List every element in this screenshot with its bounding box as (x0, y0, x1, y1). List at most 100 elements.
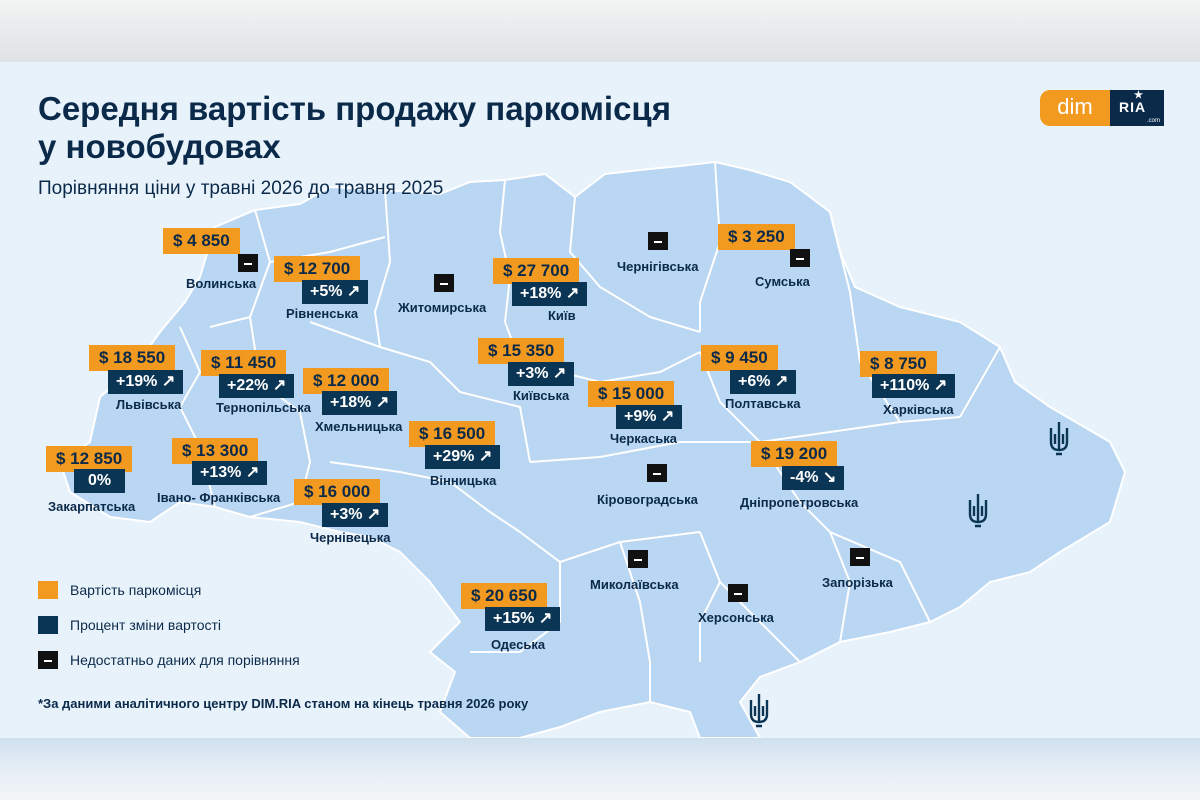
arrow-up-right-icon: ↗ (245, 464, 260, 481)
no-data-marker (238, 254, 258, 272)
change-label: +18% ↗ (322, 391, 398, 415)
change-label: +9% ↗ (616, 405, 683, 429)
change-value: +9% (624, 408, 657, 425)
legend-price: Вартість паркомісця (38, 580, 201, 600)
change-label: +5% ↗ (302, 280, 369, 304)
price-label: $ 16 000 (294, 479, 381, 505)
trident-icon (1047, 420, 1071, 461)
top-blur-band (0, 0, 1200, 62)
change-label: +3% ↗ (322, 503, 389, 527)
price-label: $ 16 500 (409, 421, 496, 447)
region-ivanofrankivska: $ 13 300 (172, 438, 259, 464)
no-data-marker (790, 249, 810, 267)
no-data-marker (434, 274, 454, 292)
trident-icon (747, 692, 771, 733)
dim-ria-logo: dim ★ RIA .com (1040, 90, 1164, 126)
bottom-blur-band (0, 738, 1200, 800)
change-value: +3% (330, 506, 363, 523)
region-zakarpatska: $ 12 850 (46, 446, 133, 472)
arrow-up-right-icon: ↗ (478, 448, 493, 465)
region-name: Сумська (755, 274, 810, 289)
no-data-marker (850, 548, 870, 566)
region-kyivska: $ 15 350 (478, 338, 565, 364)
price-label: $ 4 850 (163, 228, 240, 254)
region-name: Вінницька (430, 473, 497, 488)
region-chernivetska: $ 16 000 (294, 479, 381, 505)
region-name: Житомирська (398, 300, 487, 315)
region-name: Львівська (116, 397, 182, 412)
footnote: *За даними аналітичного центру DIM.RIA с… (38, 696, 529, 711)
region-name: Миколаївська (590, 577, 679, 592)
arrow-up-right-icon: ↗ (272, 377, 287, 394)
legend-label: Вартість паркомісця (70, 582, 202, 598)
no-data-marker (647, 464, 667, 482)
legend-change: Процент зміни вартості (38, 615, 221, 635)
arrow-up-right-icon: ↗ (660, 408, 675, 425)
region-name: Черкаська (610, 431, 677, 446)
price-label: $ 12 000 (303, 368, 390, 394)
arrow-up-right-icon: ↗ (565, 285, 580, 302)
no-data-marker (728, 584, 748, 602)
region-name: Дніпропетровська (740, 495, 859, 510)
logo-ria: ★ RIA .com (1110, 90, 1164, 126)
region-name: Харківська (883, 402, 954, 417)
legend-nodata: Недостатньо даних для порівняння (38, 650, 300, 670)
logo-dim: dim (1040, 90, 1110, 126)
region-poltavska: $ 9 450 (701, 345, 778, 371)
legend-swatch-navy (38, 616, 58, 634)
page-subtitle: Порівняння ціни у травні 2026 до травня … (38, 178, 444, 199)
change-value: +18% (520, 285, 562, 302)
region-name: Тернопільська (216, 400, 311, 415)
region-volynska: $ 4 850 (163, 228, 240, 254)
region-lvivska: $ 18 550 (89, 345, 176, 371)
change-label: +29% ↗ (425, 445, 501, 469)
price-label: $ 12 850 (46, 446, 133, 472)
change-label: -4% ↘ (782, 466, 845, 490)
region-sumska: $ 3 250 (718, 224, 795, 250)
change-label: +13% ↗ (192, 461, 268, 485)
legend-label: Процент зміни вартості (70, 617, 222, 633)
logo-ria-com: .com (1146, 118, 1160, 124)
region-kyiv: $ 27 700 (493, 258, 580, 284)
change-value: +5% (310, 283, 343, 300)
change-value: +3% (516, 365, 549, 382)
change-value: 0% (88, 472, 112, 489)
price-label: $ 15 350 (478, 338, 565, 364)
change-label: +22% ↗ (219, 374, 295, 398)
region-name: Кіровоградська (597, 492, 698, 507)
region-odeska: $ 20 650 (461, 583, 548, 609)
change-value: +19% (116, 373, 158, 390)
price-label: $ 11 450 (201, 350, 287, 376)
region-name: Хмельницька (315, 419, 403, 434)
title-line-2: у новобудовах (38, 128, 281, 165)
region-name: Івано- Франківська (157, 490, 281, 505)
arrow-up-right-icon: ↗ (933, 377, 948, 394)
no-data-marker (628, 550, 648, 568)
change-value: +22% (227, 377, 269, 394)
ukraine-silhouette (58, 160, 1127, 738)
region-name: Херсонська (698, 610, 774, 625)
trident-icon (966, 492, 990, 533)
legend-swatch-black (38, 651, 58, 669)
arrow-up-right-icon: ↗ (375, 394, 390, 411)
arrow-up-right-icon: ↗ (552, 365, 567, 382)
change-value: +13% (200, 464, 242, 481)
region-ternopilska: $ 11 450 (201, 350, 287, 376)
change-label: +18% ↗ (512, 282, 588, 306)
price-label: $ 3 250 (718, 224, 795, 250)
price-label: $ 12 700 (274, 256, 361, 282)
change-value: +110% (880, 377, 930, 394)
arrow-up-right-icon: ↗ (161, 373, 176, 390)
title-line-1: Середня вартість продажу паркомісця (38, 90, 671, 127)
price-label: $ 27 700 (493, 258, 580, 284)
arrow-up-right-icon: ↗ (346, 283, 361, 300)
change-label: +15% ↗ (485, 607, 561, 631)
change-label: +3% ↗ (508, 362, 575, 386)
region-name: Волинська (186, 276, 257, 291)
region-name: Київська (513, 388, 570, 403)
region-rivnenska: $ 12 700 (274, 256, 361, 282)
region-name: Чернівецька (310, 530, 391, 545)
arrow-up-right-icon: ↗ (538, 610, 553, 627)
arrow-up-right-icon: ↗ (366, 506, 381, 523)
region-dnipropetrovska: $ 19 200 (751, 441, 838, 467)
